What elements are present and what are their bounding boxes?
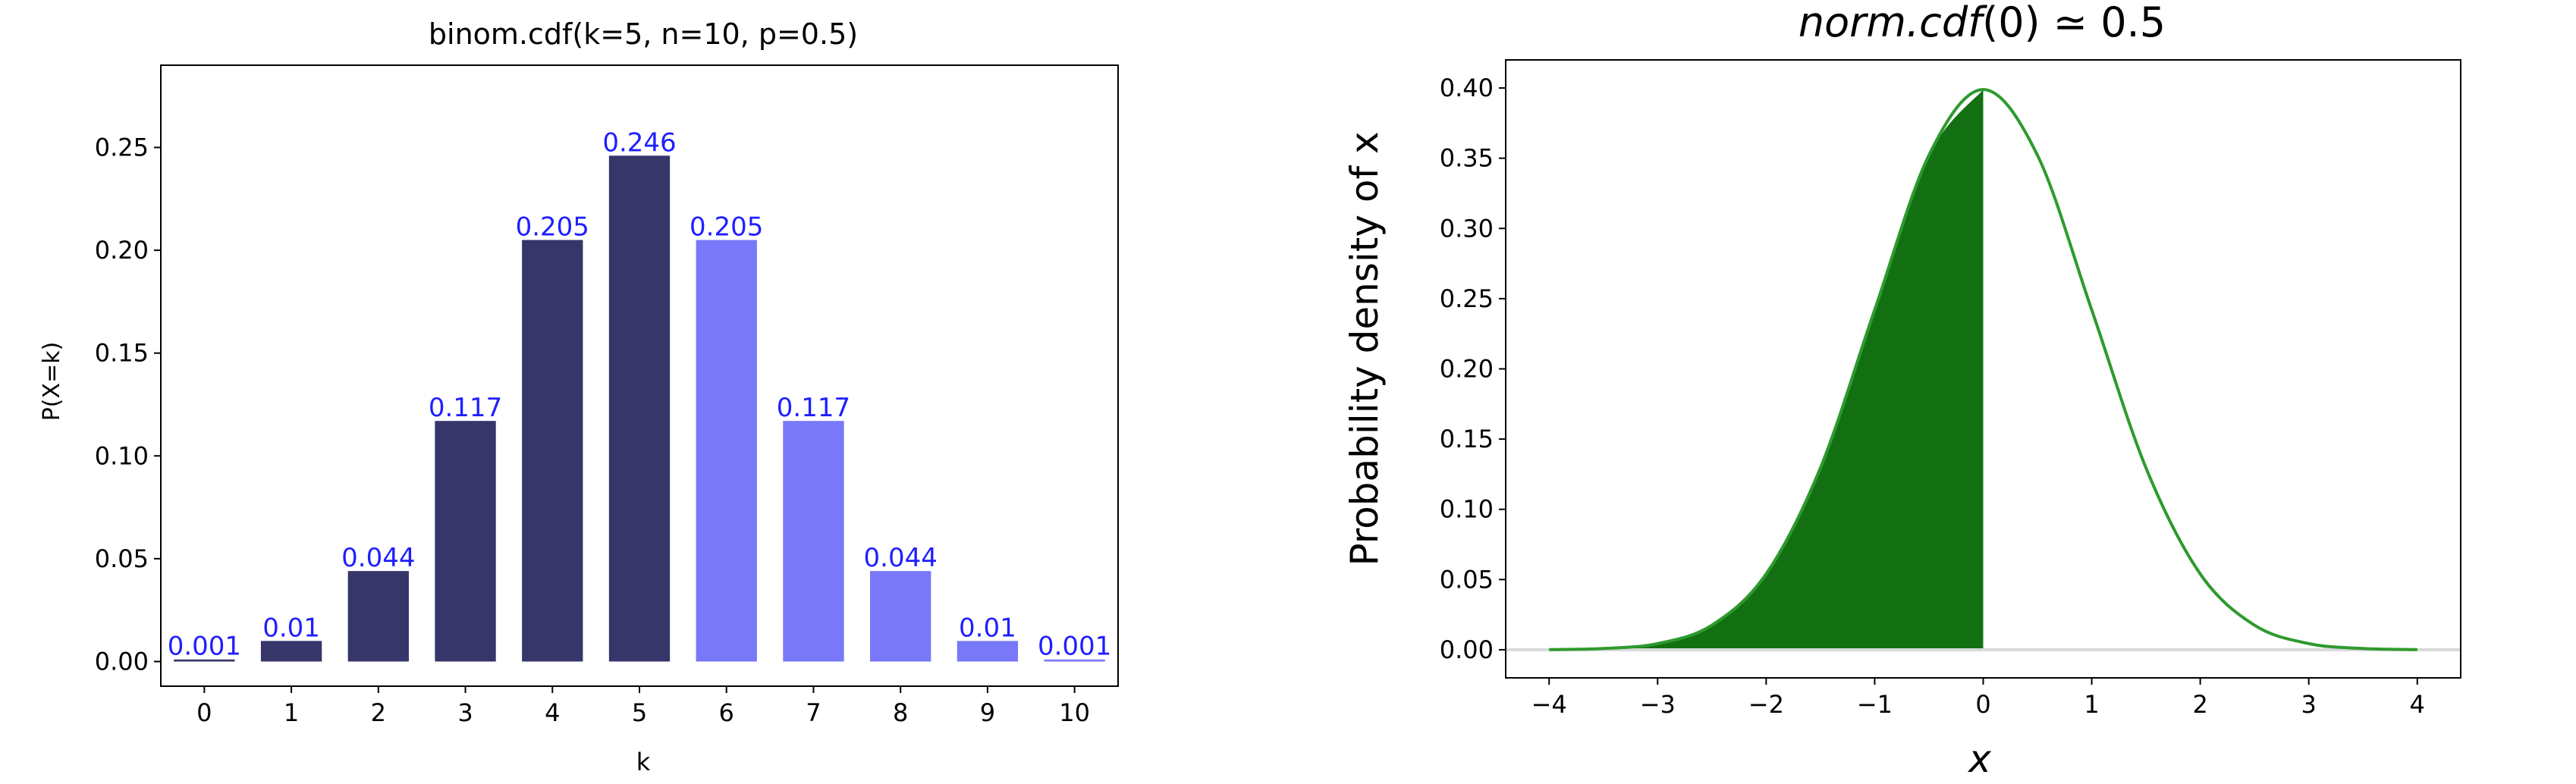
x-tick-label: 3 (457, 698, 473, 727)
data-label: 0.001 (1038, 632, 1111, 662)
x-tick-label: 4 (2410, 690, 2425, 719)
bar (174, 659, 235, 662)
bar (608, 155, 671, 662)
y-tick-label: 0.15 (95, 339, 149, 368)
y-tick-label: 0.10 (1440, 495, 1494, 524)
x-tick-label: −1 (1857, 690, 1893, 719)
x-tick-label: 2 (371, 698, 386, 727)
y-tick-label: 0.05 (1440, 565, 1494, 594)
shaded-area (1549, 89, 1984, 650)
x-tick-label: 4 (545, 698, 560, 727)
y-tick-label: 0.40 (1440, 74, 1494, 102)
chart-title-func: norm.cdf (1798, 0, 1987, 46)
data-label: 0.117 (429, 393, 502, 423)
data-label: 0.044 (864, 543, 938, 573)
bar (783, 421, 844, 662)
plot-frame (160, 64, 1119, 687)
data-label: 0.246 (602, 127, 676, 158)
y-tick-label: 0.15 (1440, 425, 1494, 453)
y-axis-label: P(X=k) (39, 342, 65, 422)
bar (870, 571, 931, 662)
bar (435, 421, 496, 662)
y-tick-label: 0.25 (1440, 284, 1494, 313)
x-tick-label: 1 (284, 698, 299, 727)
plot-area: 0.00100.0110.04420.11730.20540.24650.205… (95, 64, 1119, 727)
x-axis-label: x (1967, 737, 1991, 781)
chart-title: binom.cdf(k=5, n=10, p=0.5) (429, 17, 858, 51)
x-tick-label: −4 (1531, 690, 1567, 719)
density-curve (1549, 88, 2417, 651)
y-tick-label: 0.35 (1440, 144, 1494, 173)
x-tick-label: 9 (980, 698, 995, 727)
x-tick-label: 0 (1975, 690, 1990, 719)
x-tick-label: 2 (2192, 690, 2207, 719)
binomial-pmf-svg: binom.cdf(k=5, n=10, p=0.5) k P(X=k) 0.0… (39, 17, 1119, 776)
x-tick-label: 8 (893, 698, 908, 727)
chart-title-approx: ≃ 0.5 (2040, 0, 2166, 46)
y-tick-label: 0.20 (95, 236, 149, 265)
bar (1044, 659, 1105, 662)
x-tick-label: 3 (2301, 690, 2317, 719)
data-label: 0.205 (690, 212, 763, 243)
x-tick-label: −3 (1640, 690, 1676, 719)
chart-title: norm.cdf(0) ≃ 0.5 (1798, 0, 2166, 46)
data-label: 0.01 (959, 613, 1016, 643)
y-tick-label: 0.30 (1440, 214, 1494, 243)
x-tick-label: 10 (1059, 698, 1090, 727)
chart-title-arg: (0) (1982, 0, 2040, 46)
data-label: 0.205 (516, 212, 589, 243)
x-tick-label: −2 (1748, 690, 1784, 719)
plot-area: −4 −3 −2 −1 0 1 2 3 4 0.00 0.05 0.10 0.15 0.20 0.25 0.3… (1440, 59, 2461, 719)
x-tick-label: 1 (2084, 690, 2099, 719)
x-axis-label: k (636, 748, 651, 776)
bar (522, 240, 583, 662)
y-tick-label: 0.25 (95, 133, 149, 162)
y-axis-label: Probability density of x (1343, 131, 1387, 566)
data-label: 0.117 (777, 393, 850, 423)
plot-frame (1505, 59, 2461, 679)
x-tick-label: 0 (196, 698, 212, 727)
binomial-pmf-chart: binom.cdf(k=5, n=10, p=0.5) k P(X=k) 0.0… (39, 17, 1119, 776)
bar (260, 641, 322, 662)
data-label: 0.01 (262, 613, 320, 643)
data-label: 0.044 (341, 543, 415, 573)
y-tick-label: 0.00 (1440, 635, 1494, 664)
y-tick-label: 0.20 (1440, 355, 1494, 384)
bar (957, 641, 1019, 662)
y-tick-label: 0.10 (95, 441, 149, 470)
x-tick-label: 7 (806, 698, 821, 727)
y-tick-label: 0.00 (95, 647, 149, 676)
x-tick-label: 5 (632, 698, 647, 727)
bar (696, 240, 757, 662)
normal-pdf-chart: norm.cdf(0) ≃ 0.5 x Probability density … (1288, 0, 2576, 784)
data-label: 0.001 (168, 632, 241, 662)
bar (347, 571, 409, 662)
x-tick-label: 6 (719, 698, 734, 727)
normal-pdf-svg: norm.cdf(0) ≃ 0.5 x Probability density … (1343, 0, 2461, 781)
y-tick-label: 0.05 (95, 544, 149, 573)
